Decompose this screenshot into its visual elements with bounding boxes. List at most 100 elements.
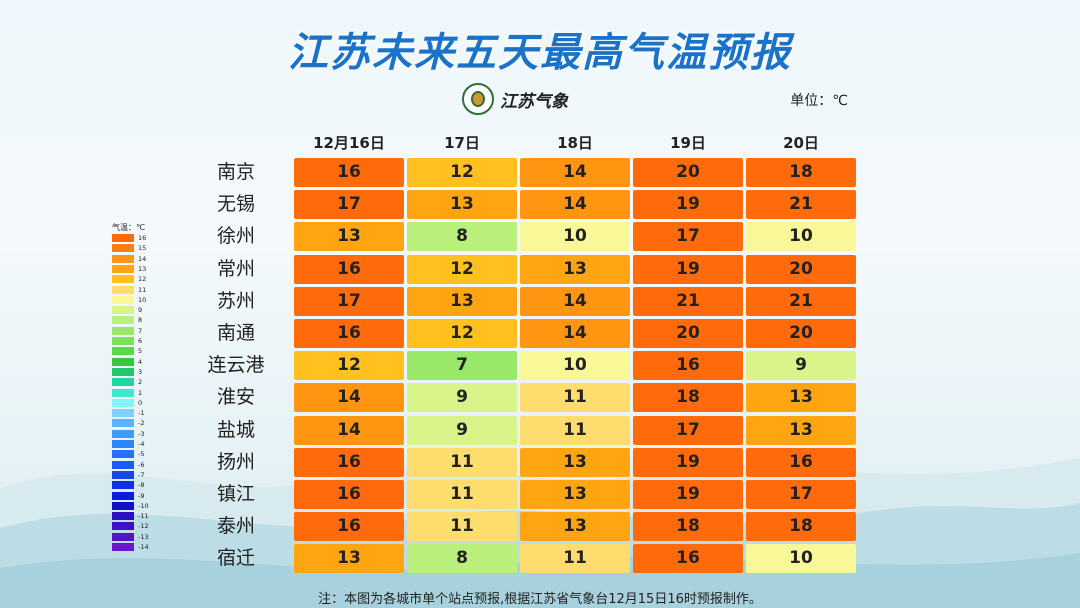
temperature-cell: 10 bbox=[746, 544, 856, 574]
legend-swatch bbox=[112, 481, 134, 490]
logo-text: 江苏气象 bbox=[500, 91, 568, 112]
legend-swatch bbox=[112, 264, 134, 273]
temperature-cell: 16 bbox=[294, 447, 404, 477]
unit-label: 单位：℃ bbox=[790, 93, 848, 109]
city-label: 徐州 bbox=[216, 225, 255, 248]
legend-label: -4 bbox=[138, 440, 145, 448]
legend-label: -12 bbox=[138, 522, 149, 531]
temperature-cell: 20 bbox=[633, 319, 743, 348]
legend-swatch bbox=[112, 450, 134, 459]
temperature-cell: 8 bbox=[407, 222, 517, 252]
legend-label: -1 bbox=[138, 409, 145, 418]
city-label: 无锡 bbox=[216, 193, 255, 216]
temperature-cell: 12 bbox=[294, 351, 404, 381]
legend-swatch bbox=[112, 409, 134, 418]
city-label: 扬州 bbox=[216, 450, 255, 473]
legend-label: 0 bbox=[138, 398, 143, 407]
temperature-cell: 14 bbox=[520, 190, 630, 220]
legend-label: -8 bbox=[138, 481, 145, 490]
legend-label: 1 bbox=[138, 388, 143, 397]
legend-swatch bbox=[112, 398, 134, 407]
legend-label: 6 bbox=[138, 337, 143, 345]
temperature-cell: 10 bbox=[746, 222, 856, 252]
legend-label: 4 bbox=[138, 357, 143, 366]
temperature-cell: 13 bbox=[520, 480, 630, 509]
legend-label: 10 bbox=[138, 295, 147, 304]
legend-swatch bbox=[112, 460, 134, 469]
legend-label: 12 bbox=[138, 275, 147, 284]
legend-label: 3 bbox=[138, 367, 143, 376]
page-title: 江苏未来五天最高气温预报 bbox=[288, 30, 792, 76]
legend-label: 14 bbox=[138, 254, 147, 263]
legend-label: 9 bbox=[138, 306, 143, 315]
temperature-cell: 19 bbox=[633, 254, 743, 284]
temperature-cell: 17 bbox=[294, 190, 404, 220]
legend-swatch bbox=[112, 316, 134, 325]
temperature-cell: 14 bbox=[520, 158, 630, 187]
legend-label: 5 bbox=[138, 347, 143, 356]
column-header: 20日 bbox=[783, 134, 819, 152]
legend-label: -7 bbox=[138, 470, 145, 479]
temperature-cell: 9 bbox=[407, 383, 517, 413]
temperature-cell: 13 bbox=[520, 447, 630, 477]
legend-label: -11 bbox=[138, 512, 149, 521]
temperature-cell: 16 bbox=[294, 480, 404, 509]
temperature-cell: 16 bbox=[294, 319, 404, 348]
legend-swatch bbox=[112, 429, 134, 438]
temperature-cell: 11 bbox=[520, 415, 630, 445]
temperature-cell: 13 bbox=[746, 383, 856, 413]
temperature-cell: 10 bbox=[520, 351, 630, 381]
legend-swatch bbox=[112, 234, 134, 242]
temperature-cell: 13 bbox=[520, 254, 630, 284]
temperature-cell: 20 bbox=[746, 319, 856, 348]
legend-swatch bbox=[112, 337, 134, 345]
legend-swatch bbox=[112, 522, 134, 531]
legend-label: 11 bbox=[138, 285, 147, 294]
temperature-cell: 16 bbox=[633, 351, 743, 381]
temperature-cell: 11 bbox=[407, 480, 517, 509]
legend-swatch bbox=[112, 306, 134, 315]
temperature-cell: 11 bbox=[407, 447, 517, 477]
temperature-cell: 16 bbox=[294, 158, 404, 187]
temperature-cell: 12 bbox=[407, 158, 517, 187]
temperature-cell: 18 bbox=[633, 512, 743, 542]
temperature-cell: 8 bbox=[407, 544, 517, 574]
temperature-cell: 21 bbox=[746, 286, 856, 316]
legend-label: 8 bbox=[138, 316, 143, 325]
city-label: 淮安 bbox=[216, 386, 255, 409]
logo: 江苏气象 bbox=[462, 82, 568, 116]
city-label: 苏州 bbox=[216, 289, 255, 312]
legend-label: -5 bbox=[138, 450, 145, 459]
temperature-cell: 17 bbox=[633, 222, 743, 252]
footnote: 注：本图为各城市单个站点预报,根据江苏省气象台12月15日16时预报制作。 bbox=[318, 592, 762, 607]
column-header: 18日 bbox=[557, 134, 593, 152]
legend-label: 16 bbox=[138, 234, 147, 242]
legend-swatch bbox=[112, 491, 134, 500]
legend-label: -6 bbox=[138, 460, 145, 469]
legend-swatch bbox=[112, 543, 134, 551]
legend-label: -2 bbox=[138, 419, 145, 428]
legend-label: -9 bbox=[138, 491, 145, 500]
temperature-cell: 17 bbox=[633, 415, 743, 445]
city-label: 盐城 bbox=[216, 418, 255, 441]
temperature-cell: 9 bbox=[746, 351, 856, 381]
temperature-cell: 19 bbox=[633, 190, 743, 220]
temperature-cell: 14 bbox=[294, 383, 404, 413]
legend-swatch bbox=[112, 532, 134, 541]
temperature-cell: 20 bbox=[746, 254, 856, 284]
legend-label: -10 bbox=[138, 501, 149, 510]
temperature-cell: 10 bbox=[520, 222, 630, 252]
temperature-cell: 13 bbox=[520, 512, 630, 542]
legend-swatch bbox=[112, 285, 134, 294]
column-header: 12月16日 bbox=[313, 134, 385, 152]
temperature-cell: 13 bbox=[407, 190, 517, 220]
legend-label: 2 bbox=[138, 378, 143, 387]
legend-swatch bbox=[112, 347, 134, 356]
legend-swatch bbox=[112, 357, 134, 366]
temperature-cell: 11 bbox=[407, 512, 517, 542]
temperature-cell: 16 bbox=[633, 544, 743, 574]
legend-swatch bbox=[112, 512, 134, 521]
city-label: 连云港 bbox=[207, 354, 265, 377]
temperature-cell: 17 bbox=[294, 286, 404, 316]
column-header: 19日 bbox=[670, 134, 706, 152]
